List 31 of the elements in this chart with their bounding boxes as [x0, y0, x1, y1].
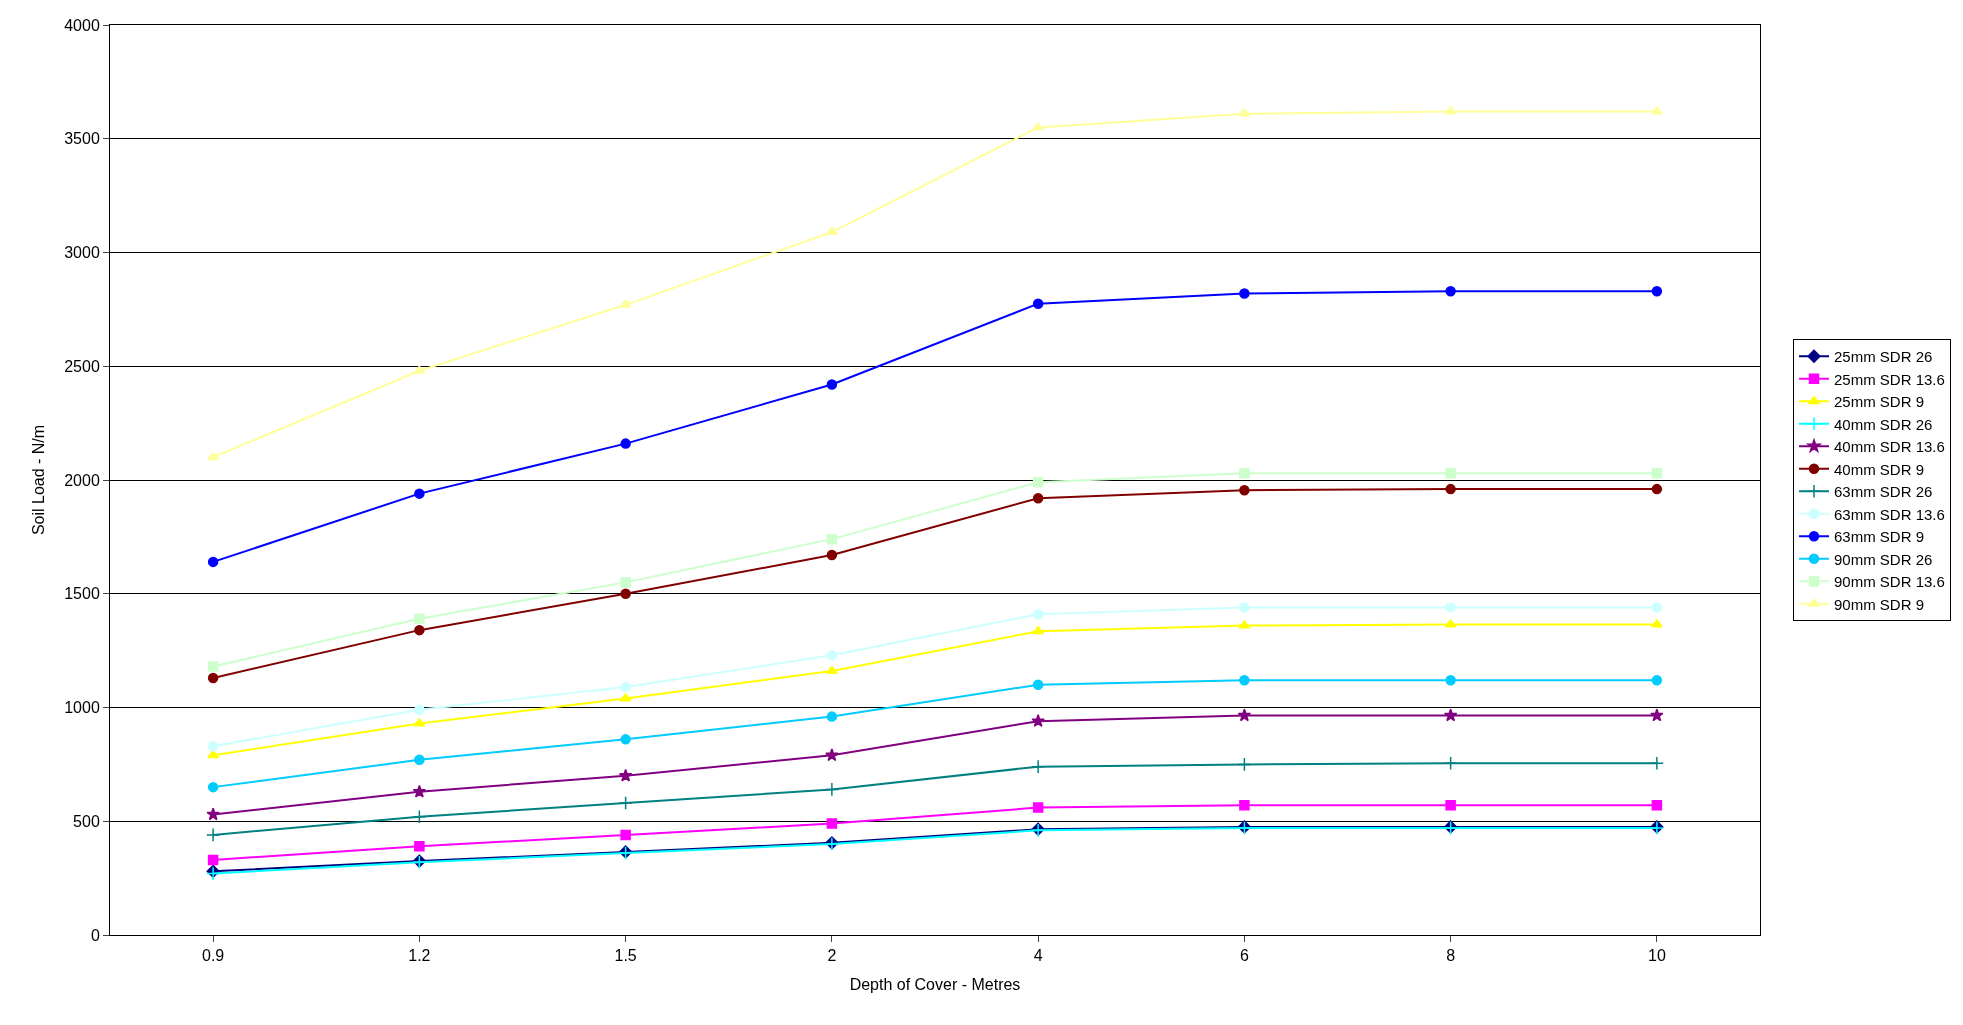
y-tick-label: 2000	[64, 471, 100, 489]
legend-label: 63mm SDR 26	[1834, 483, 1933, 501]
legend-label: 40mm SDR 26	[1834, 415, 1933, 433]
legend-label: 90mm SDR 13.6	[1834, 573, 1945, 591]
legend-label: 40mm SDR 13.6	[1834, 438, 1945, 456]
y-axis-title: Soil Load - N/m	[30, 424, 48, 536]
legend-label: 90mm SDR 26	[1834, 550, 1933, 568]
x-tick-label: 10	[1647, 947, 1666, 965]
x-tick-label: 4	[1033, 947, 1043, 965]
x-tick-label: 8	[1446, 947, 1456, 965]
y-tick-label: 3000	[64, 244, 100, 262]
legend-label: 40mm SDR 9	[1834, 460, 1925, 478]
y-tick-label: 4000	[64, 16, 100, 34]
y-tick-label: 500	[73, 812, 100, 830]
x-tick-label: 2	[827, 947, 837, 965]
x-tick-label: 1.2	[408, 947, 431, 965]
legend-label: 25mm SDR 13.6	[1834, 370, 1945, 388]
y-tick-label: 1500	[64, 585, 100, 603]
y-tick-label: 0	[90, 926, 100, 944]
legend-label: 25mm SDR 9	[1834, 393, 1925, 411]
x-axis-title: Depth of Cover - Metres	[849, 975, 1021, 993]
legend-label: 63mm SDR 13.6	[1834, 505, 1945, 523]
y-tick-label: 1000	[64, 699, 100, 717]
legend-label: 25mm SDR 26	[1834, 348, 1933, 366]
y-tick-label: 2500	[64, 357, 100, 375]
x-tick-label: 6	[1239, 947, 1249, 965]
y-tick-label: 3500	[64, 130, 100, 148]
x-tick-label: 1.5	[614, 947, 637, 965]
legend-label: 90mm SDR 9	[1834, 595, 1925, 613]
legend-label: 63mm SDR 9	[1834, 528, 1925, 546]
x-tick-label: 0.9	[202, 947, 225, 965]
